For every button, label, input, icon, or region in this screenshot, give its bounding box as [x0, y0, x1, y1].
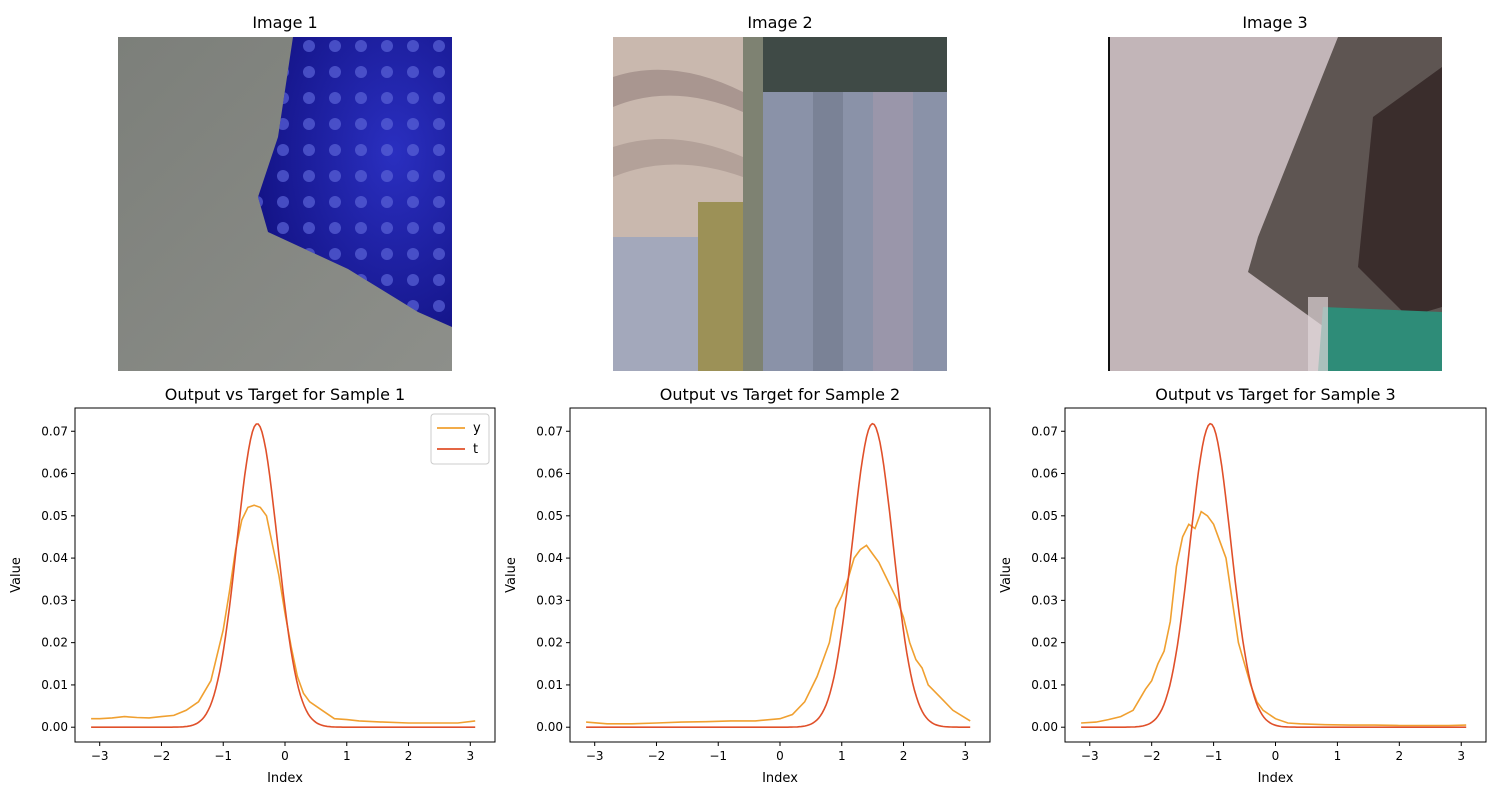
- x-tick-label: −3: [91, 749, 109, 763]
- x-tick-label: 3: [1457, 749, 1465, 763]
- y-axis-label: Value: [504, 557, 519, 593]
- plot-frame: [569, 407, 991, 743]
- x-axis-label: Index: [267, 771, 303, 786]
- y-tick-label: 0.03: [41, 593, 68, 607]
- legend: yt: [430, 413, 490, 465]
- x-tick-label: 2: [1396, 749, 1404, 763]
- x-tick-label: 0: [1272, 749, 1280, 763]
- y-tick-label: 0.04: [41, 551, 68, 565]
- x-tick-label: −2: [1143, 749, 1161, 763]
- x-tick-label: 3: [961, 749, 969, 763]
- image-2-title: Image 2: [747, 13, 813, 32]
- y-tick-label: 0.04: [1031, 551, 1058, 565]
- y-tick-label: 0.07: [1031, 424, 1058, 438]
- x-tick-label: 0: [281, 749, 289, 763]
- x-tick-label: 0: [776, 749, 784, 763]
- y-tick-label: 0.02: [41, 636, 68, 650]
- y-tick-label: 0.01: [1031, 678, 1058, 692]
- y-tick-label: 0.05: [41, 509, 68, 523]
- legend-box: [430, 413, 490, 465]
- y-tick-label: 0.00: [536, 720, 563, 734]
- y-tick-label: 0.01: [536, 678, 563, 692]
- y-tick-label: 0.05: [536, 509, 563, 523]
- y-tick-label: 0.02: [536, 636, 563, 650]
- chart-1: Output vs Target for Sample 1 −3 −2 −1 0 1 2 3 0…: [9, 385, 496, 786]
- legend-label-t: t: [473, 442, 478, 457]
- x-tick-label: 1: [343, 749, 351, 763]
- y-tick-label: 0.04: [536, 551, 563, 565]
- series-t-line: [91, 423, 476, 728]
- image-2-photo: [613, 37, 947, 371]
- y-axis-label: Value: [999, 557, 1014, 593]
- x-tick-label: 3: [466, 749, 474, 763]
- series-y-line: [586, 544, 971, 725]
- x-axis-label: Index: [762, 771, 798, 786]
- image-1-title: Image 1: [252, 13, 318, 32]
- series-t-line: [586, 422, 971, 728]
- y-tick-label: 0.07: [536, 424, 563, 438]
- chart-title: Output vs Target for Sample 3: [1155, 385, 1395, 404]
- y-tick-label: 0.02: [1031, 636, 1058, 650]
- image-1-photo: [118, 37, 452, 371]
- y-tick-label: 0.06: [536, 467, 563, 481]
- chart-2: Output vs Target for Sample 2 −3 −2 −1 0 1 2 3 0…: [504, 385, 991, 786]
- chart-title: Output vs Target for Sample 1: [165, 385, 405, 404]
- y-tick-label: 0.03: [536, 593, 563, 607]
- y-tick-label: 0.07: [41, 424, 68, 438]
- x-tick-label: 2: [900, 749, 908, 763]
- x-tick-label: −2: [153, 749, 171, 763]
- x-axis-label: Index: [1258, 771, 1294, 786]
- y-tick-label: 0.05: [1031, 509, 1058, 523]
- series-t-line: [1081, 422, 1467, 728]
- x-tick-label: 1: [1334, 749, 1342, 763]
- y-tick-label: 0.00: [1031, 720, 1058, 734]
- y-tick-label: 0.03: [1031, 593, 1058, 607]
- y-tick-label: 0.01: [41, 678, 68, 692]
- image-3-photo: [1108, 37, 1442, 371]
- y-tick-label: 0.06: [41, 467, 68, 481]
- chart-3: Output vs Target for Sample 3 −3 −2 −1 0 1 2 3 0…: [999, 385, 1487, 786]
- y-tick-label: 0.00: [41, 720, 68, 734]
- x-tick-label: −3: [586, 749, 604, 763]
- x-tick-label: 1: [838, 749, 846, 763]
- x-tick-label: −1: [1205, 749, 1223, 763]
- x-tick-label: 2: [405, 749, 413, 763]
- x-tick-label: −2: [648, 749, 666, 763]
- chart-title: Output vs Target for Sample 2: [660, 385, 900, 404]
- series-y-line: [91, 504, 476, 724]
- image-3-title: Image 3: [1242, 13, 1308, 32]
- x-tick-label: −3: [1081, 749, 1099, 763]
- legend-label-y: y: [473, 421, 481, 436]
- y-tick-label: 0.06: [1031, 467, 1058, 481]
- x-tick-label: −1: [214, 749, 232, 763]
- series-y-line: [1081, 510, 1467, 727]
- x-tick-label: −1: [709, 749, 727, 763]
- y-axis-label: Value: [9, 557, 24, 593]
- plot-frame: [1064, 407, 1487, 743]
- plot-frame: [74, 407, 496, 743]
